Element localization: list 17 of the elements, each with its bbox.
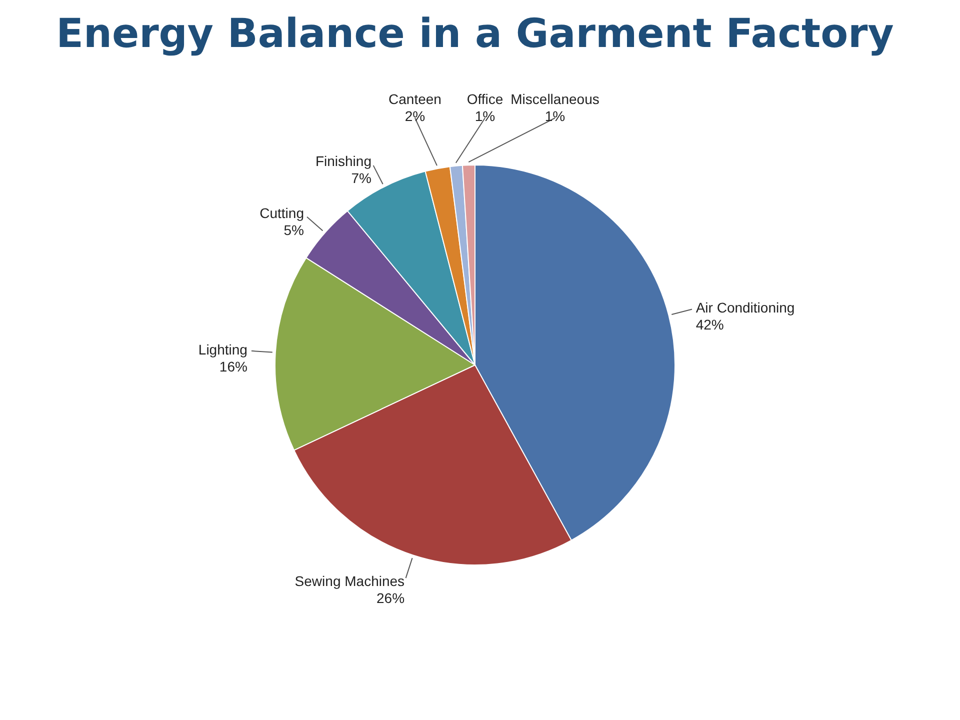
data-label: 26% [376, 590, 405, 606]
data-label: 1% [474, 108, 496, 124]
slice-label: Miscellaneous [510, 91, 600, 107]
data-label: 2% [404, 108, 426, 124]
slice-label: Cutting [260, 205, 304, 222]
slice-label: Air Conditioning [696, 299, 795, 316]
slice-label: Sewing Machines [294, 572, 405, 589]
data-label: 42% [696, 316, 724, 332]
data-label: 7% [351, 170, 372, 186]
data-label: 1% [544, 108, 566, 124]
data-label: 5% [284, 222, 304, 238]
chart-title: Energy Balance in a Garment Factory [56, 11, 894, 57]
slice-label: Finishing [315, 152, 372, 169]
data-label: 16% [219, 358, 248, 375]
slice-label: Canteen [388, 91, 442, 107]
slice-label: Lighting [198, 342, 248, 358]
slice-label: Office [466, 91, 504, 107]
